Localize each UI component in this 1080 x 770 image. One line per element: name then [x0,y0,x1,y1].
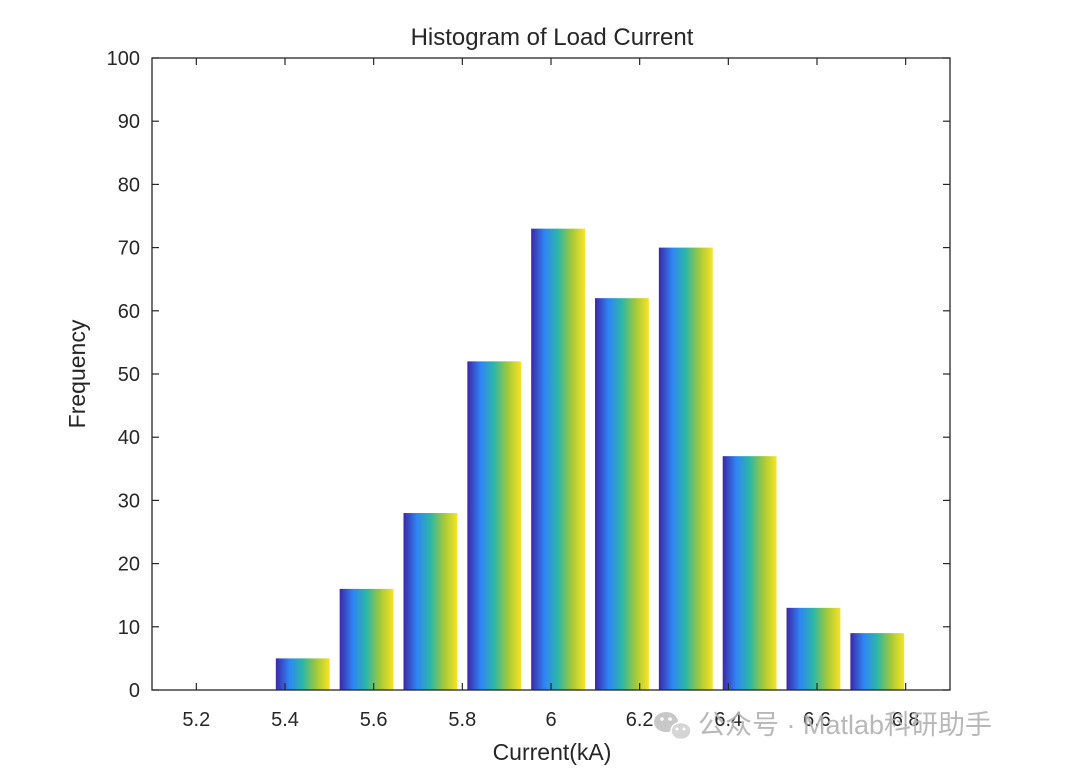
histogram-bar-2 [339,588,394,690]
bars-layer [275,228,905,690]
histogram-bar-8 [722,456,777,690]
x-tick-label-8: 6.6 [803,709,831,731]
y-tick-label-4: 30 [118,490,140,512]
histogram-bar-10 [850,633,905,690]
y-tick-label-6: 50 [118,364,140,386]
watermark-text: 公众号 · Matlab科研助手 [698,710,992,740]
x-tick-label-6: 6.2 [626,709,654,731]
wechat-icon [654,712,692,741]
y-axis-ticks: 0 10 20 30 40 50 60 70 80 90 100 [107,48,950,702]
x-axis-ticks: 5.2 5.4 5.6 5.8 6 6.2 6.4 6.6 6.8 [182,58,920,731]
y-tick-label-7: 60 [118,301,140,323]
y-tick-label-3: 20 [118,554,140,576]
x-tick-label-3: 5.6 [360,709,388,731]
y-tick-label-9: 80 [118,174,140,196]
histogram-bar-9 [786,607,841,690]
y-tick-label-2: 10 [118,617,140,639]
y-tick-label-5: 40 [118,427,140,449]
histogram-bar-6 [595,298,649,690]
histogram-bar-1 [275,658,330,690]
x-tick-label-1: 5.2 [182,709,210,731]
histogram-bar-5 [531,228,586,690]
y-tick-label-1: 0 [129,680,140,702]
y-tick-label-8: 70 [118,238,140,260]
histogram-bar-7 [658,247,713,690]
y-tick-label-11: 100 [107,48,140,70]
x-tick-label-5: 6 [545,709,556,731]
x-axis-label: Current(kA) [493,739,612,765]
x-tick-label-9: 6.8 [892,709,920,731]
x-tick-label-4: 5.8 [448,709,476,731]
y-axis-label: Frequency [64,319,90,428]
histogram-bar-4 [467,361,522,690]
x-tick-label-7: 6.4 [714,709,742,731]
chart-title: Histogram of Load Current [411,24,694,51]
histogram-bar-3 [403,513,458,690]
x-tick-label-2: 5.4 [271,709,299,731]
watermark: 公众号 · Matlab科研助手 [654,710,992,741]
y-tick-label-10: 90 [118,111,140,133]
